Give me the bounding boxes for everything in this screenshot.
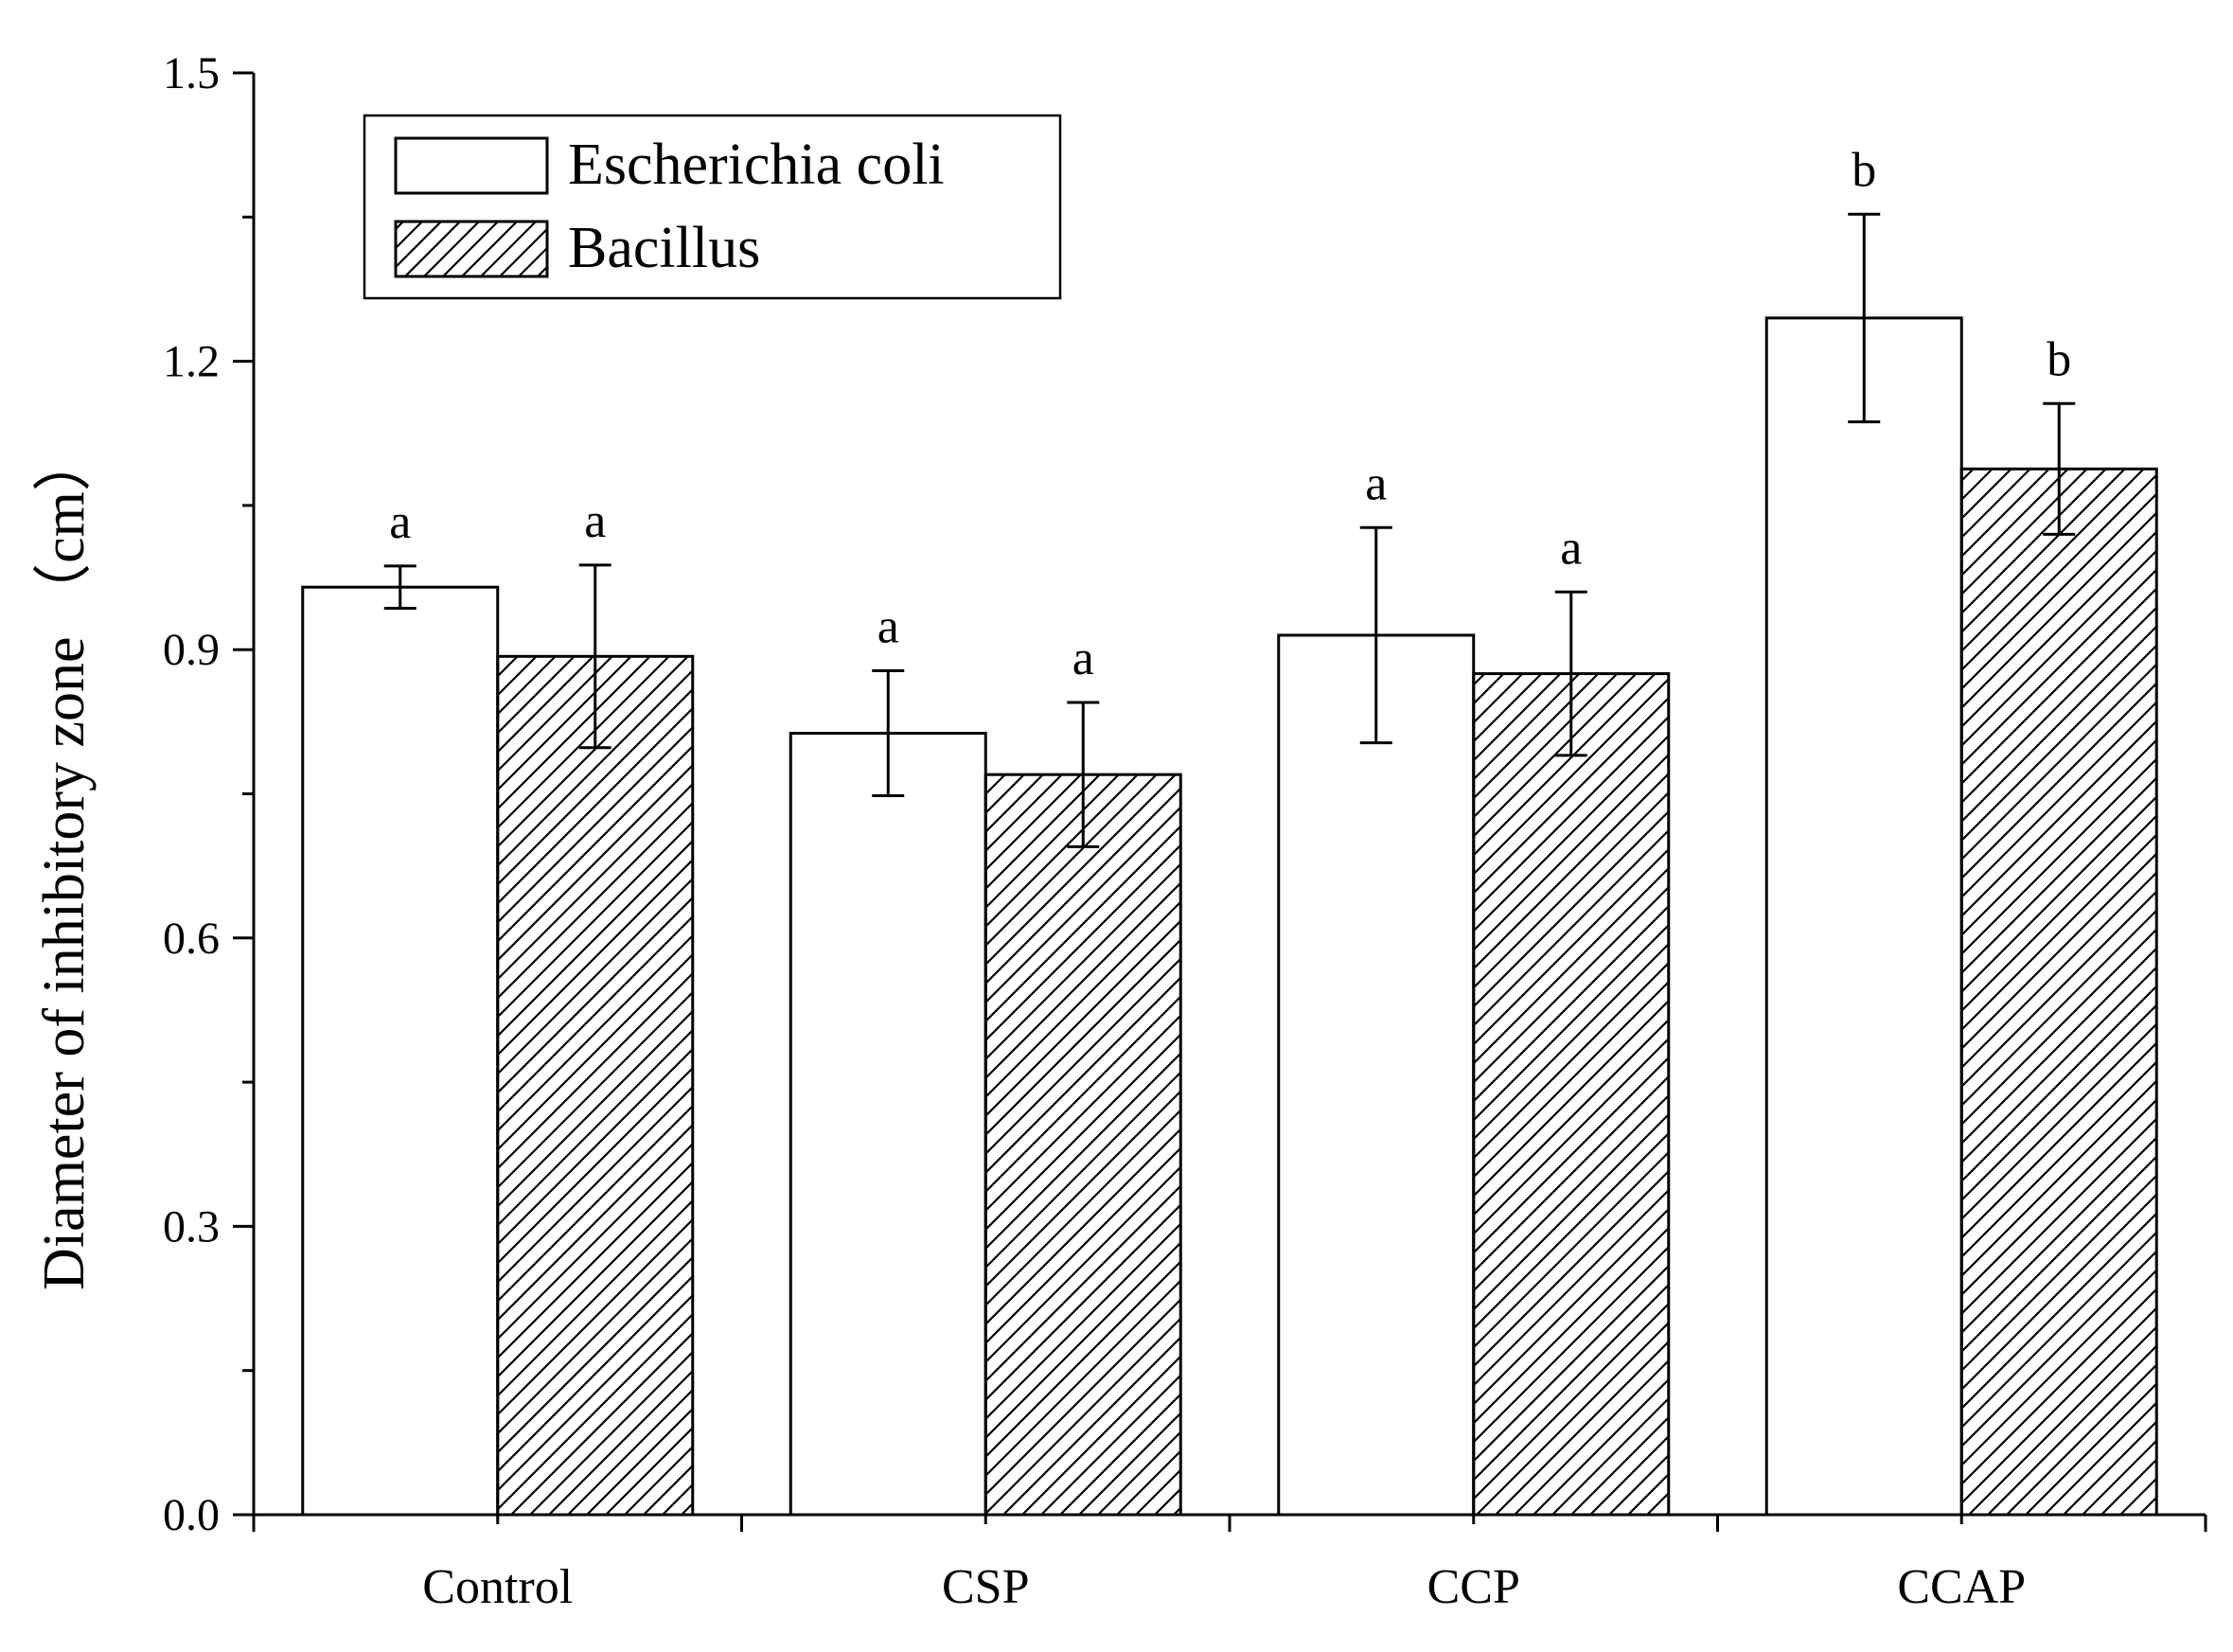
y-tick-label: 0.3 [163,1201,220,1252]
legend-label-bacillus: Bacillus [568,216,760,280]
bar-ecoli-csp [789,732,987,1517]
y-tick-label: 1.5 [163,48,220,98]
significance-label: a [1072,631,1094,685]
bar-ecoli-ccap [1764,316,1963,1517]
y-tick-label: 0.0 [163,1490,220,1540]
x-tick-label-ccp: CCP [1427,1560,1520,1614]
y-tick-label: 1.2 [163,337,220,387]
significance-label: a [389,495,411,549]
x-tick-label-csp: CSP [942,1560,1030,1614]
x-tick-label-ccap: CCAP [1897,1560,2026,1614]
significance-label: a [877,600,899,654]
bar-ecoli-control [301,585,500,1517]
y-tick-label: 0.9 [163,625,220,675]
bar-bacillus-ccp [1472,672,1671,1517]
legend-label-ecoli: Escherichia coli [568,133,945,197]
bars-layer [301,316,2158,1517]
axes-layer: 0.0 0.3 0.6 0.9 1.2 1.5 Control CSP CCP CCAP [163,48,2207,1614]
significance-label: a [1365,456,1387,510]
y-axis-title: Diameter of inhibitory zone （cm） [32,433,97,1290]
bar-bacillus-control [496,654,695,1517]
significance-label: a [1560,521,1582,575]
significance-label: b [1852,143,1876,197]
legend-swatch-bacillus [394,220,549,278]
legend-swatch-ecoli [394,136,549,195]
significance-label: a [584,494,606,548]
significance-labels-layer: a a a a a a b b [389,143,2071,685]
bar-ecoli-ccp [1277,633,1476,1517]
y-tick-label: 0.6 [163,914,220,964]
bar-bacillus-csp [984,773,1182,1517]
significance-label: b [2047,332,2071,386]
error-bars-layer [383,212,2076,848]
x-tick-label-control: Control [422,1560,573,1614]
legend: Escherichia coli Bacillus [363,114,1062,300]
bar-bacillus-ccap [1959,467,2158,1517]
